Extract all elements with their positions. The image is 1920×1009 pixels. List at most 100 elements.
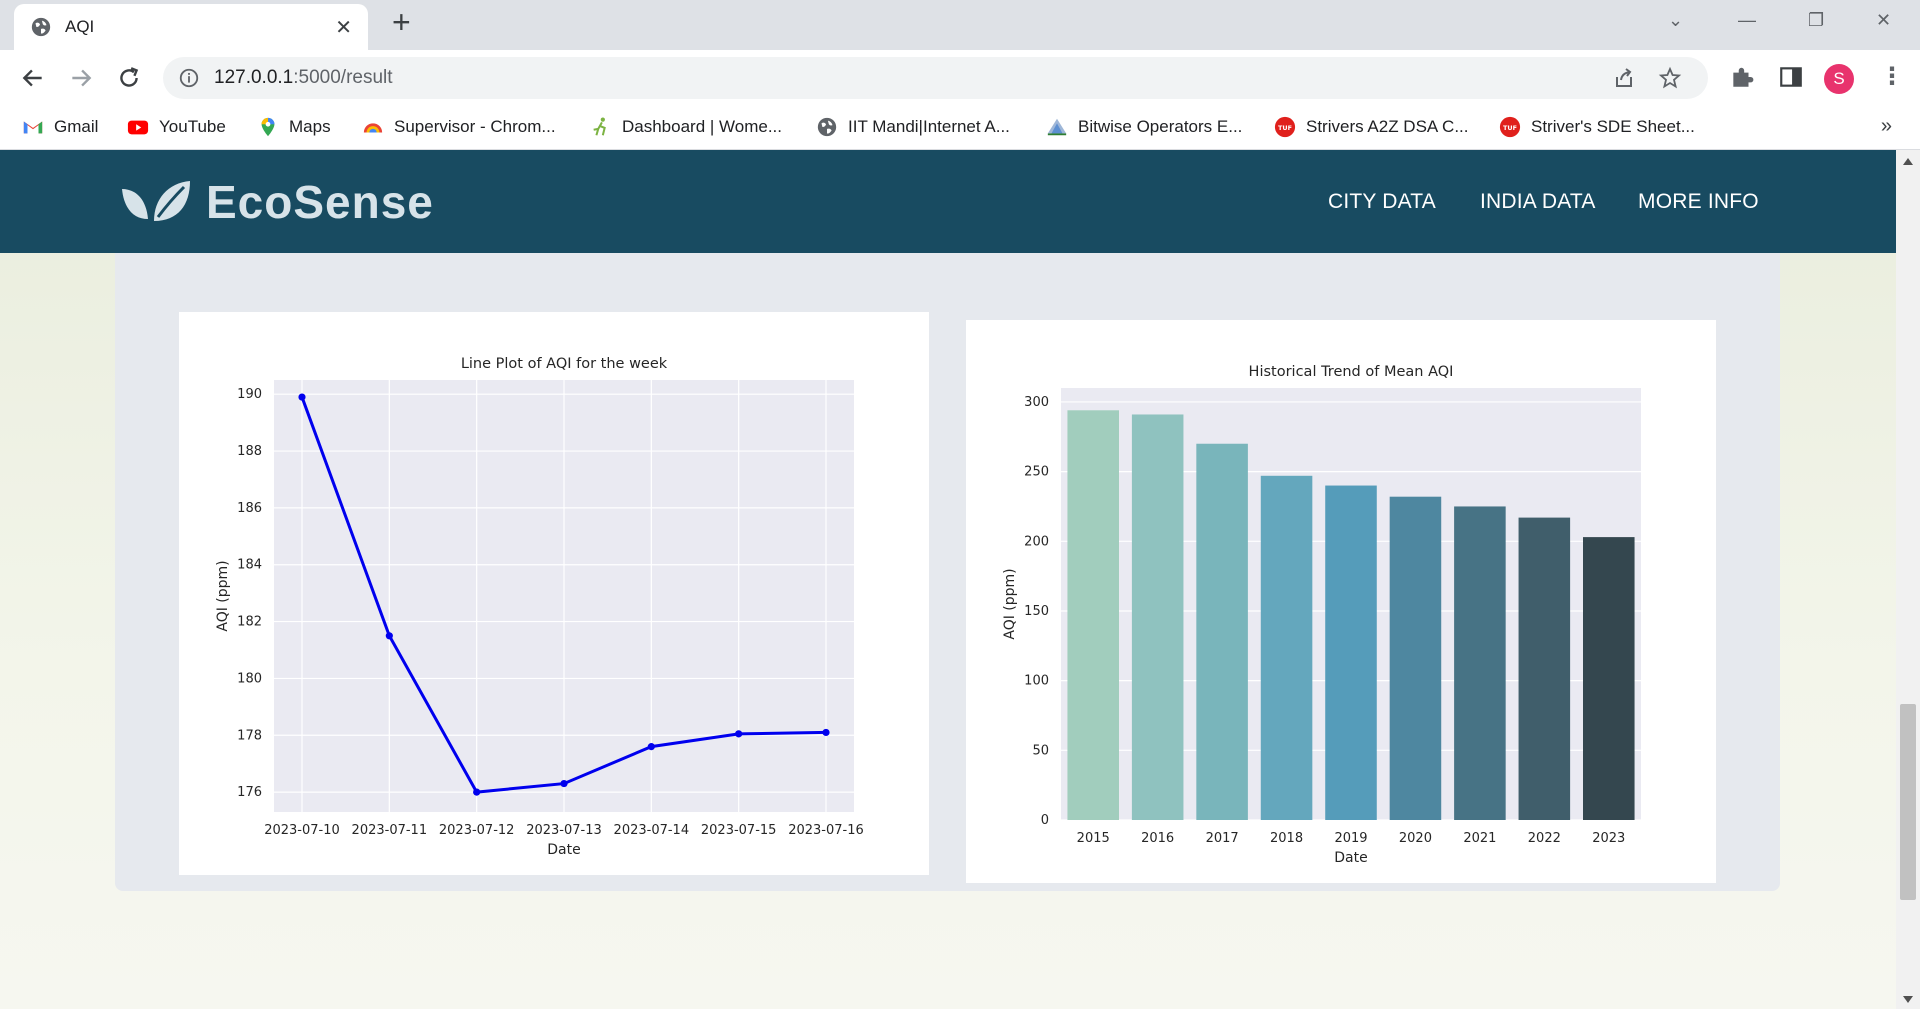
tab-strip: AQI ✕ + ⌄ — ❐ ✕ [0,0,1920,50]
youtube-icon [127,120,149,135]
scroll-thumb[interactable] [1900,704,1916,900]
scroll-up-arrow-icon[interactable] [1903,158,1913,165]
new-tab-button[interactable]: + [392,4,411,40]
bar-2019 [1325,485,1377,820]
nav-india-data[interactable]: INDIA DATA [1480,190,1596,213]
y-axis-label: AQI (ppm) [215,560,231,631]
x-tick-label: 2015 [1077,831,1110,846]
y-tick-label: 300 [1024,395,1049,410]
y-tick-label: 178 [237,728,262,743]
bar-chart-card: 0 50 100 150 200 250 300 2015 2016 2017 2018 2019 2… [966,320,1716,883]
close-tab-icon[interactable]: ✕ [335,17,352,39]
share-icon[interactable] [1612,66,1636,90]
data-point [385,632,393,640]
data-point [822,728,830,737]
y-tick-label: 182 [237,615,262,630]
bookmark-maps[interactable]: Maps [257,115,331,139]
data-point [735,730,743,738]
maps-icon [261,117,275,137]
nav-city-data[interactable]: CITY DATA [1328,190,1436,213]
bookmark-youtube[interactable]: YouTube [127,115,226,139]
scroll-down-arrow-icon[interactable] [1903,996,1913,1003]
bookmark-label: Bitwise Operators E... [1078,117,1243,136]
browser-menu-icon[interactable]: ⋮ [1880,63,1904,90]
browser-tab[interactable]: AQI ✕ [14,4,368,50]
bar-chart: 0 50 100 150 200 250 300 2015 2016 2017 2018 2019 2… [1002,364,1641,866]
bookmark-gmail[interactable]: Gmail [22,115,98,139]
x-tick-label: 2021 [1463,831,1496,846]
site-info-icon[interactable] [178,67,200,89]
data-point [560,779,568,788]
tuf-icon: TUF [1274,116,1296,138]
bookmark-label: Strivers A2Z DSA C... [1306,117,1469,136]
page-scrollbar[interactable] [1896,150,1920,1009]
url-text: 127.0.0.1:5000/result [214,67,393,89]
data-point [473,788,481,796]
y-tick-label: 186 [237,501,262,516]
bookmark-strivers-sde[interactable]: TUF Striver's SDE Sheet... [1499,115,1695,139]
y-tick-label: 188 [237,444,262,459]
site-header: EcoSense CITY DATA INDIA DATA MORE INFO [0,150,1896,253]
site-logo[interactable]: EcoSense [120,172,434,232]
leaf-icon [122,181,190,221]
y-tick-label: 184 [237,558,262,573]
reload-icon[interactable] [116,65,142,91]
x-tick-label: 2018 [1270,831,1303,846]
y-tick-label: 50 [1032,743,1049,758]
x-tick-label: 2023-07-16 [788,823,864,838]
restore-icon[interactable]: ❐ [1808,10,1825,30]
bookmark-strivers-a2z[interactable]: TUF Strivers A2Z DSA C... [1274,115,1469,139]
minimize-icon[interactable]: — [1738,10,1756,30]
y-tick-label: 250 [1024,465,1049,480]
extensions-icon[interactable] [1729,64,1755,90]
tab-search-icon[interactable]: ⌄ [1668,10,1684,30]
data-point [298,393,306,401]
more-bookmarks-icon[interactable]: » [1880,115,1892,137]
y-tick-label: 200 [1024,534,1049,549]
x-tick-label: 2023-07-10 [264,823,340,838]
y-axis-label: AQI (ppm) [1002,568,1018,639]
bookmark-label: YouTube [159,117,226,136]
x-tick-label: 2023-07-12 [439,823,515,838]
bar-2018 [1260,475,1313,820]
side-panel-icon[interactable] [1778,64,1804,90]
bar-2023 [1583,537,1635,820]
data-point [647,743,655,751]
x-tick-label: 2017 [1206,831,1239,846]
gmail-icon [23,121,43,134]
x-axis-label: Date [547,842,580,858]
chart-title: Historical Trend of Mean AQI [1249,364,1454,380]
line-chart-card: 176 178 180 182 184 186 188 190 2023-07-10 2023-… [179,312,929,875]
bar-2021 [1454,506,1506,820]
bookmark-dashboard[interactable]: Dashboard | Wome... [590,115,782,139]
profile-avatar[interactable]: S [1824,64,1854,94]
y-tick-label: 190 [237,387,262,402]
url-path: :5000/result [293,67,393,88]
back-icon[interactable] [20,65,46,91]
bookmark-label: Supervisor - Chrom... [394,117,556,136]
line-chart: 176 178 180 182 184 186 188 190 2023-07-10 2023-… [215,356,864,858]
page-viewport: EcoSense CITY DATA INDIA DATA MORE INFO … [0,150,1896,1009]
nav-more-info[interactable]: MORE INFO [1638,190,1759,213]
bookmark-iit-mandi[interactable]: IIT Mandi|Internet A... [816,115,1010,139]
bar-2016 [1131,414,1184,820]
bookmark-label: Gmail [54,117,99,136]
bookmark-star-icon[interactable] [1658,66,1682,90]
chart-title: Line Plot of AQI for the week [461,356,668,372]
y-tick-label: 0 [1041,813,1049,828]
x-tick-label: 2020 [1399,831,1432,846]
bar-2020 [1389,496,1442,820]
globe-icon [817,117,837,137]
bookmarks-bar: Gmail YouTube Maps Supervisor - Chrom...… [0,105,1920,150]
bookmark-supervisor[interactable]: Supervisor - Chrom... [362,115,556,139]
x-tick-label: 2022 [1528,831,1561,846]
bookmark-label: Striver's SDE Sheet... [1531,117,1695,136]
bookmark-label: IIT Mandi|Internet A... [848,117,1010,136]
y-tick-label: 176 [237,785,262,800]
bookmark-bitwise[interactable]: Bitwise Operators E... [1046,115,1242,139]
window-close-icon[interactable]: ✕ [1876,10,1892,30]
bookmark-label: Dashboard | Wome... [622,117,783,136]
address-bar[interactable]: 127.0.0.1:5000/result [163,57,1708,99]
y-tick-label: 150 [1024,604,1049,619]
forward-icon[interactable] [68,65,94,91]
